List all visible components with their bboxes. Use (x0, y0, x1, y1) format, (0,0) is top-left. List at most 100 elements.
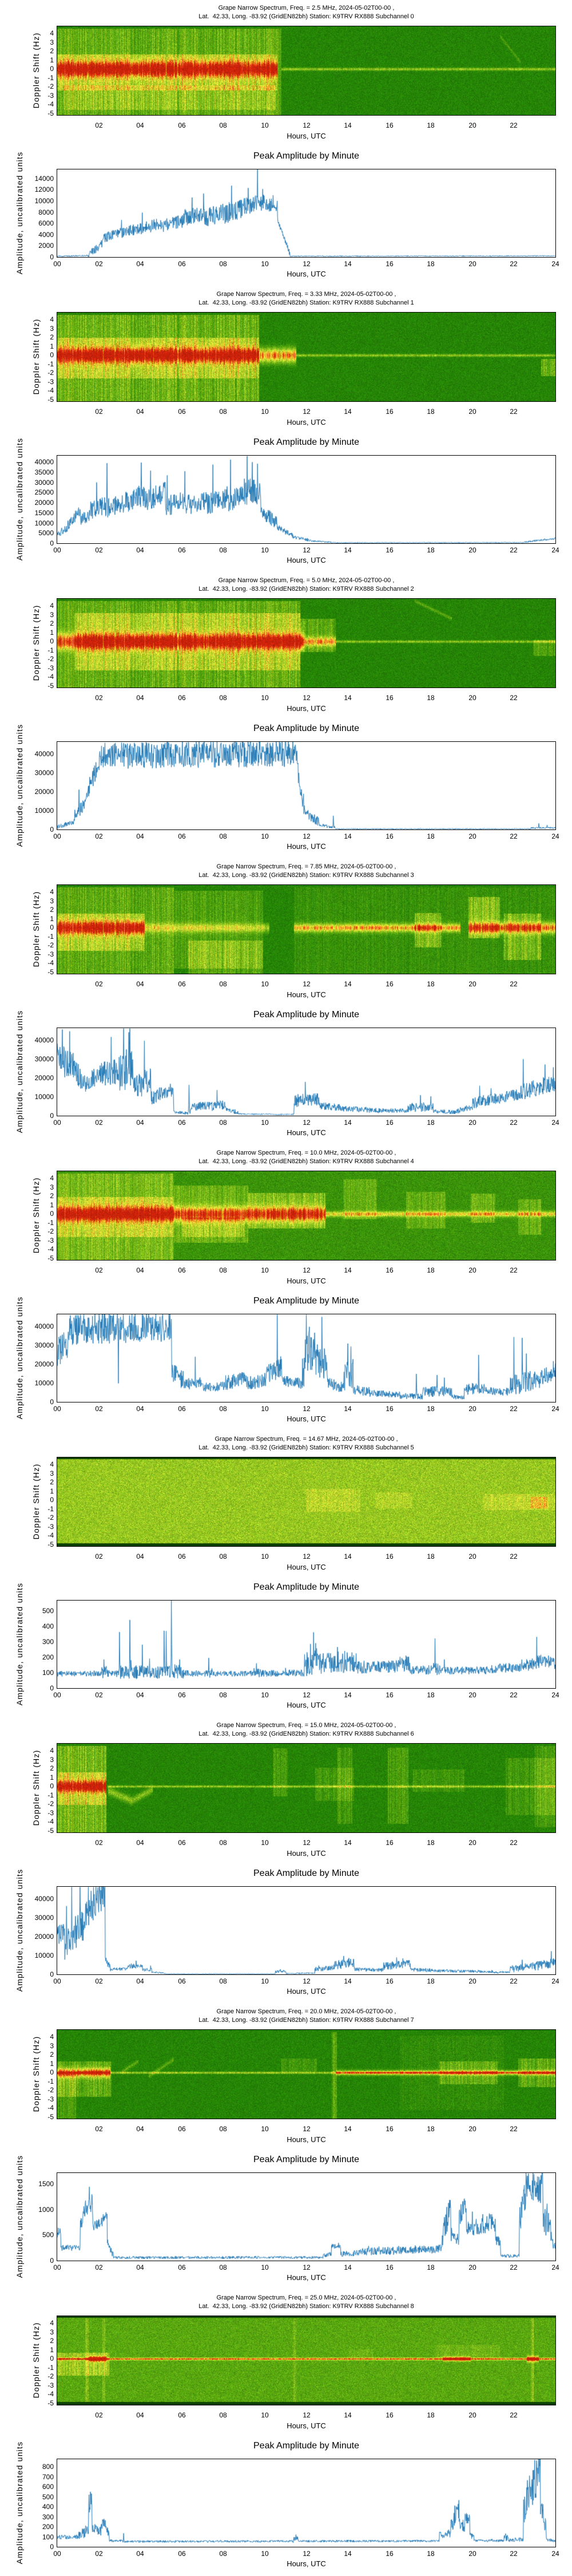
line-x-tick: 22 (501, 1977, 526, 1985)
line-x-tick: 12 (294, 1119, 319, 1127)
spec-x-tick: 08 (210, 121, 236, 129)
peak-amplitude-plot (57, 1886, 556, 1975)
spectrogram-title-line2: Lat. 42.33, Long. -83.92 (GridEN82bh) St… (57, 2017, 556, 2024)
line-x-tick: 06 (169, 832, 194, 840)
line-x-tick: 20 (460, 260, 485, 268)
spec-y-tick: 2 (0, 619, 54, 627)
spec-x-tick: 02 (86, 1839, 112, 1847)
spec-y-tick: -4 (0, 1531, 54, 1539)
line-x-tick: 22 (501, 1691, 526, 1699)
spec-x-tick: 14 (335, 1552, 360, 1560)
peak-amplitude-title: Peak Amplitude by Minute (57, 1868, 556, 1879)
line-x-tick: 04 (128, 2550, 153, 2558)
spec-x-tick: 10 (252, 2125, 277, 2133)
spec-y-tick: 0 (0, 2354, 54, 2362)
peak-amplitude-line (57, 456, 555, 543)
spec-x-tick: 14 (335, 2411, 360, 2419)
line-x-tick: 16 (377, 2263, 402, 2271)
spec-x-tick: 22 (501, 1839, 526, 1847)
spec-x-tick: 22 (501, 1552, 526, 1560)
spec-y-tick: 2 (0, 1192, 54, 1200)
spec-y-tick: -3 (0, 664, 54, 672)
spec-x-tick: 04 (128, 980, 153, 988)
spec-y-tick: 0 (0, 351, 54, 359)
line-x-tick: 04 (128, 832, 153, 840)
line-y-tick: 30000 (0, 1914, 54, 1922)
spec-y-tick: -4 (0, 100, 54, 108)
line-x-tick: 20 (460, 1405, 485, 1413)
line-x-tick: 16 (377, 546, 402, 554)
spectrogram-title-line2: Lat. 42.33, Long. -83.92 (GridEN82bh) St… (57, 2303, 556, 2310)
spec-x-tick: 08 (210, 980, 236, 988)
spec-y-tick: 0 (0, 923, 54, 931)
spec-y-tick: 3 (0, 1469, 54, 1477)
spec-y-tick: 1 (0, 2060, 54, 2068)
spec-x-tick: 18 (418, 694, 443, 702)
spec-x-tick: 10 (252, 980, 277, 988)
spec-x-tick: 16 (377, 980, 402, 988)
spec-y-tick: -1 (0, 2364, 54, 2372)
spec-x-tick: 06 (169, 408, 194, 416)
spectrogram-title-line1: Grape Narrow Spectrum, Freq. = 3.33 MHz,… (57, 291, 556, 298)
spec-x-tick: 12 (294, 408, 319, 416)
spec-y-tick: -5 (0, 1254, 54, 1262)
line-y-tick: 14000 (0, 175, 54, 183)
spectrogram-x-axis-label: Hours, UTC (57, 418, 556, 426)
spec-x-tick: 18 (418, 408, 443, 416)
line-y-tick: 40000 (0, 1036, 54, 1044)
line-x-tick: 00 (45, 546, 70, 554)
spec-y-tick: 0 (0, 1210, 54, 1218)
spectrogram-x-axis-label: Hours, UTC (57, 1849, 556, 1858)
amplitude-x-axis-label: Hours, UTC (57, 1128, 556, 1137)
line-x-tick: 00 (45, 1691, 70, 1699)
line-x-tick: 14 (335, 1691, 360, 1699)
line-x-tick: 14 (335, 260, 360, 268)
peak-amplitude-plot (57, 2459, 556, 2547)
line-y-tick: 20000 (0, 788, 54, 796)
spec-y-tick: -5 (0, 968, 54, 976)
spec-y-tick: 0 (0, 2068, 54, 2076)
spec-x-tick: 22 (501, 1266, 526, 1274)
line-y-tick: 200 (0, 2523, 54, 2531)
line-y-tick: 25000 (0, 488, 54, 496)
line-y-tick: 300 (0, 2513, 54, 2521)
line-x-tick: 20 (460, 1691, 485, 1699)
line-y-tick: 20000 (0, 499, 54, 507)
line-y-tick: 500 (0, 2493, 54, 2501)
spec-y-tick: 4 (0, 602, 54, 610)
spec-y-tick: -1 (0, 933, 54, 941)
line-y-tick: 6000 (0, 219, 54, 227)
spec-y-tick: 4 (0, 2319, 54, 2327)
line-y-tick: 400 (0, 1622, 54, 1630)
spec-x-tick: 16 (377, 121, 402, 129)
spec-x-tick: 22 (501, 2125, 526, 2133)
spec-y-tick: 1 (0, 915, 54, 923)
spec-x-tick: 04 (128, 1839, 153, 1847)
spec-x-tick: 02 (86, 1266, 112, 1274)
line-x-tick: 18 (418, 1119, 443, 1127)
spec-x-tick: 02 (86, 980, 112, 988)
peak-amplitude-title: Peak Amplitude by Minute (57, 2155, 556, 2165)
spec-x-tick: 20 (460, 980, 485, 988)
spec-x-tick: 12 (294, 694, 319, 702)
spec-x-tick: 16 (377, 1266, 402, 1274)
line-y-tick: 500 (0, 1607, 54, 1615)
spec-y-tick: 1 (0, 342, 54, 350)
line-x-tick: 10 (252, 1977, 277, 1985)
line-x-tick: 00 (45, 2550, 70, 2558)
peak-amplitude-title: Peak Amplitude by Minute (57, 437, 556, 448)
spec-y-tick: 1 (0, 56, 54, 64)
spectrogram-plot (57, 1743, 556, 1833)
line-x-tick: 12 (294, 1691, 319, 1699)
line-x-tick: 12 (294, 2263, 319, 2271)
line-x-tick: 06 (169, 1119, 194, 1127)
peak-amplitude-plot (57, 1600, 556, 1689)
peak-amplitude-title: Peak Amplitude by Minute (57, 151, 556, 161)
spec-x-tick: 08 (210, 408, 236, 416)
line-x-tick: 04 (128, 2263, 153, 2271)
line-y-tick: 40000 (0, 1895, 54, 1903)
spec-y-tick: -3 (0, 2381, 54, 2389)
line-x-tick: 08 (210, 546, 236, 554)
spec-x-tick: 04 (128, 694, 153, 702)
line-x-tick: 20 (460, 546, 485, 554)
